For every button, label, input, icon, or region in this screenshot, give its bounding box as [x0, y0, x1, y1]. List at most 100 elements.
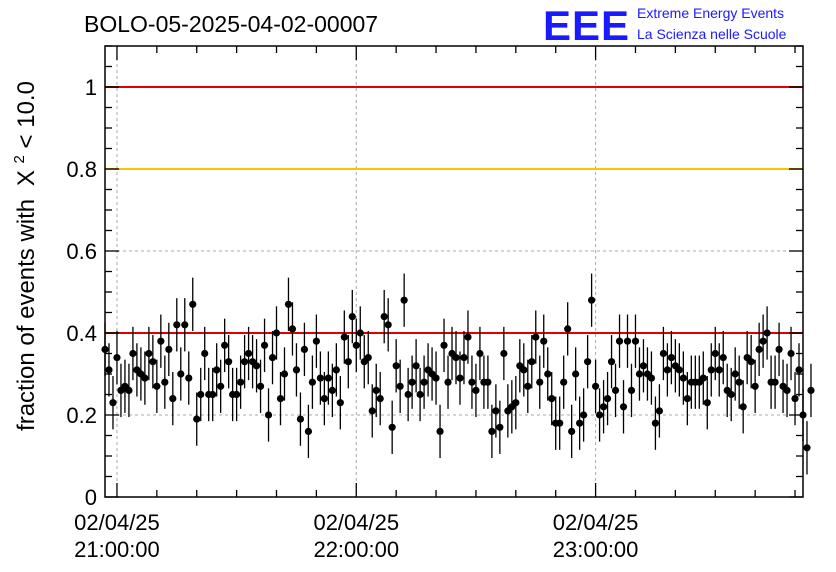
- point-marker: [209, 390, 217, 399]
- point-marker: [233, 390, 241, 399]
- data-point: [464, 310, 472, 364]
- data-point: [460, 330, 468, 385]
- data-point: [121, 359, 129, 413]
- data-point: [576, 396, 584, 450]
- point-marker: [181, 321, 189, 329]
- point-marker: [803, 444, 811, 452]
- data-point: [679, 351, 687, 405]
- data-point: [735, 355, 743, 409]
- point-marker: [340, 333, 348, 341]
- data-point: [703, 376, 711, 430]
- point-marker: [727, 390, 735, 399]
- data-point: [400, 273, 408, 327]
- point-marker: [492, 407, 500, 415]
- point-marker: [707, 366, 715, 374]
- point-marker: [392, 362, 400, 370]
- eee-logo: EEE Extreme Energy Events La Scienza nel…: [543, 2, 787, 49]
- data-point: [356, 306, 364, 360]
- point-marker: [787, 349, 795, 358]
- point-marker: [731, 370, 739, 378]
- data-point: [723, 363, 731, 418]
- data-point: [544, 347, 552, 401]
- point-marker: [141, 374, 149, 382]
- point-marker: [109, 399, 117, 407]
- data-point: [149, 335, 157, 389]
- data-point: [444, 355, 452, 409]
- point-marker: [699, 374, 707, 382]
- point-marker: [635, 370, 644, 378]
- data-point: [639, 339, 648, 393]
- data-point: [153, 359, 161, 413]
- point-marker: [320, 395, 328, 403]
- point-marker: [432, 374, 440, 382]
- point-marker: [252, 362, 261, 370]
- point-marker: [185, 374, 193, 382]
- data-point: [448, 326, 456, 381]
- data-point: [711, 326, 719, 381]
- point-marker: [476, 349, 484, 358]
- point-marker: [456, 374, 464, 382]
- point-marker: [145, 349, 153, 358]
- point-marker: [807, 386, 815, 394]
- point-marker: [356, 329, 364, 337]
- point-marker: [619, 403, 628, 411]
- data-point: [572, 347, 580, 401]
- point-marker: [576, 419, 584, 427]
- data-point: [117, 363, 125, 418]
- data-point: [564, 302, 572, 356]
- point-marker: [169, 395, 177, 403]
- data-point: [260, 318, 269, 372]
- data-point: [392, 339, 400, 393]
- data-point: [528, 335, 536, 389]
- data-point: [484, 355, 492, 409]
- point-marker: [364, 354, 372, 362]
- data-point: [647, 351, 656, 405]
- data-point: [241, 335, 249, 389]
- data-point: [795, 343, 803, 397]
- data-point: [739, 380, 747, 434]
- data-point: [607, 335, 616, 389]
- data-point: [452, 330, 460, 385]
- point-marker: [316, 374, 324, 382]
- data-point: [213, 343, 221, 397]
- point-marker: [292, 366, 301, 374]
- data-point: [225, 335, 233, 389]
- point-marker: [129, 349, 137, 358]
- point-marker: [268, 354, 277, 362]
- data-point: [384, 298, 392, 352]
- point-marker: [280, 370, 289, 378]
- data-point: [432, 351, 440, 405]
- point-marker: [484, 378, 492, 386]
- data-point: [611, 363, 620, 418]
- data-point: [651, 396, 660, 450]
- data-point: [743, 330, 751, 385]
- point-marker: [460, 354, 468, 362]
- point-marker: [105, 366, 113, 374]
- point-marker: [165, 345, 173, 353]
- point-marker: [751, 382, 759, 390]
- data-point: [368, 384, 376, 438]
- point-marker: [603, 395, 612, 403]
- point-marker: [719, 354, 727, 362]
- point-marker: [256, 382, 265, 390]
- point-marker: [376, 395, 384, 403]
- data-point: [508, 380, 516, 434]
- data-point: [584, 335, 592, 389]
- data-point: [145, 326, 153, 381]
- data-point: [268, 330, 277, 385]
- data-point: [615, 314, 624, 368]
- data-point: [496, 400, 504, 454]
- point-marker: [452, 354, 460, 362]
- data-point: [532, 310, 540, 364]
- point-marker: [241, 358, 249, 366]
- point-marker: [759, 337, 767, 345]
- data-point: [524, 359, 532, 413]
- data-point: [221, 318, 229, 372]
- point-marker: [312, 337, 320, 345]
- point-marker: [615, 337, 624, 345]
- point-marker: [568, 427, 576, 435]
- point-marker: [520, 366, 528, 374]
- data-point: [304, 404, 313, 459]
- point-marker: [157, 337, 165, 345]
- y-tick-label: 0.2: [66, 403, 97, 428]
